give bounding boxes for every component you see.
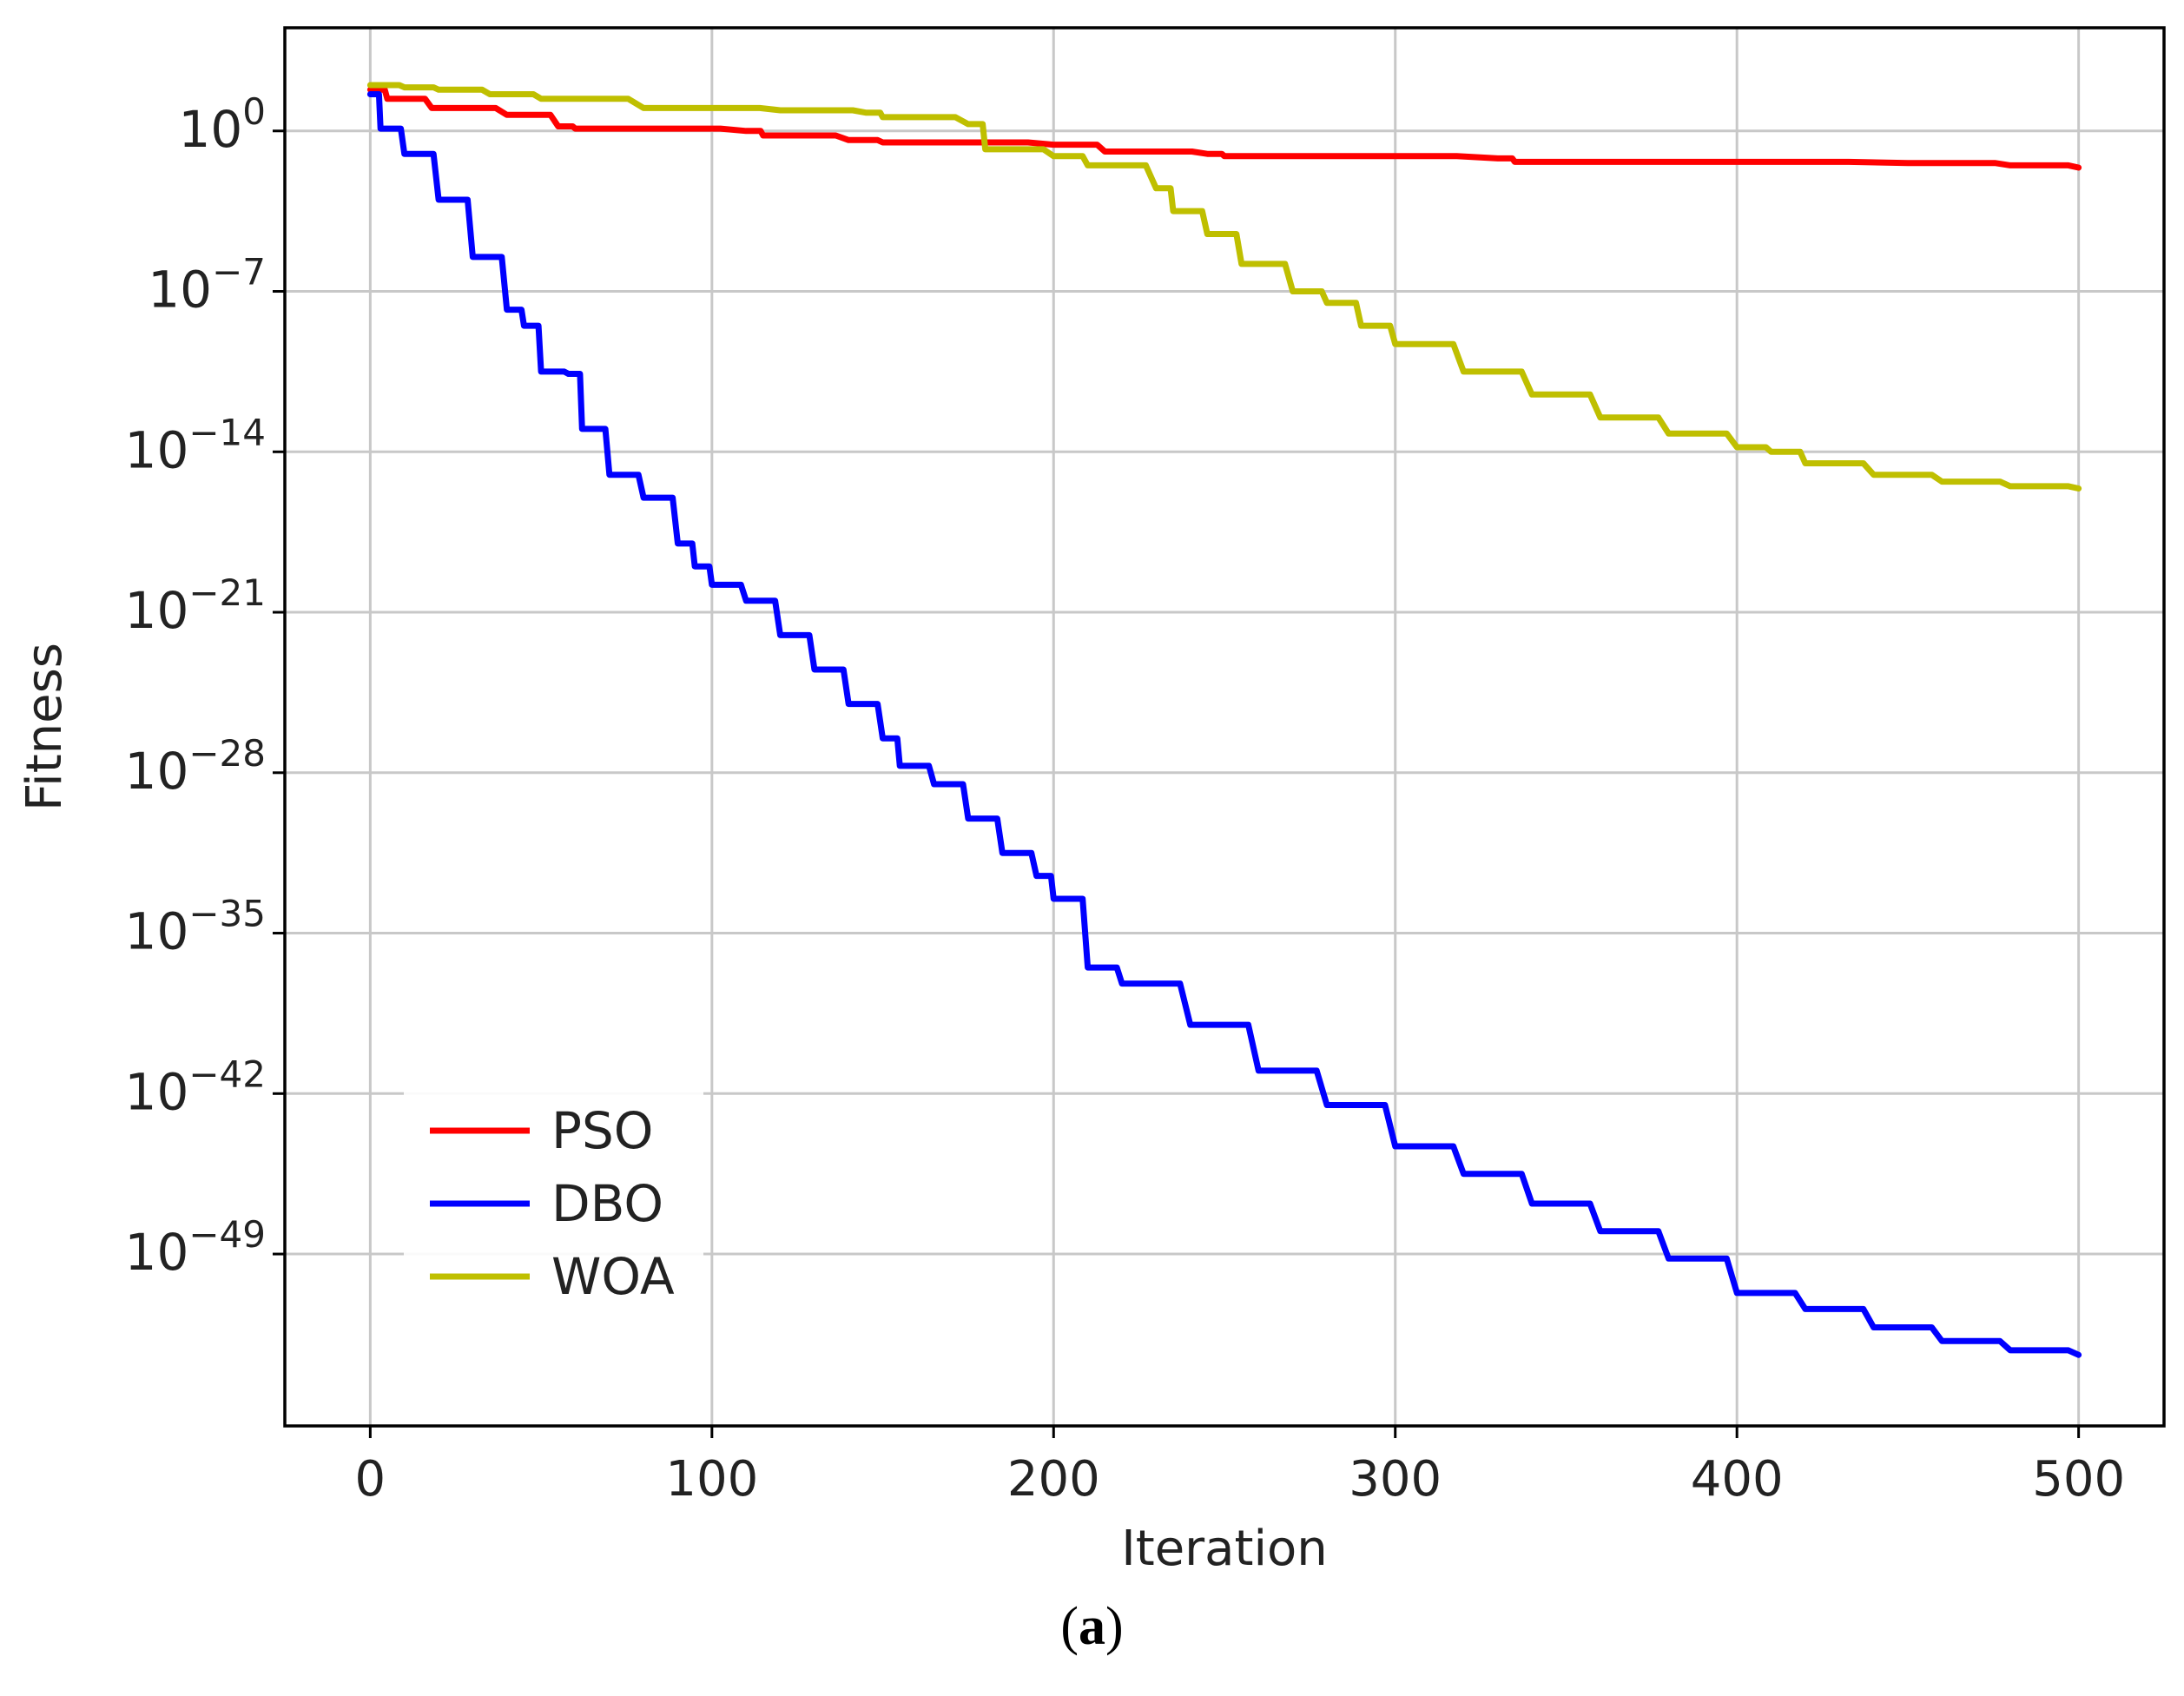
y-tick-label: 10−35 [125, 893, 266, 961]
caption-letter: a [1079, 1597, 1105, 1656]
legend-label-pso: PSO [551, 1101, 653, 1160]
series-line-pso [366, 86, 2082, 171]
x-axis-ticks: 0 100 200 300 400 500 [355, 1426, 2125, 1508]
panel-caption: (a) [0, 1596, 2184, 1658]
x-tick-label: 500 [2032, 1451, 2125, 1508]
x-tick-label: 0 [355, 1451, 386, 1508]
x-tick-label: 400 [1691, 1451, 1784, 1508]
y-tick-label: 100 [178, 90, 266, 159]
y-tick-label: 10−28 [125, 732, 266, 801]
legend-label-woa: WOA [551, 1247, 675, 1306]
x-axis-label: Iteration [1121, 1521, 1328, 1577]
y-axis-label: Fitness [16, 643, 73, 811]
legend: PSO DBO WOA [404, 1089, 703, 1325]
legend-label-dbo: DBO [551, 1174, 663, 1233]
y-axis-ticks: 100 10−7 10−14 10−21 10−28 10−35 10−42 10−49 [125, 90, 285, 1282]
y-tick-label: 10−7 [148, 251, 266, 320]
caption-open-paren: ( [1060, 1597, 1079, 1656]
grid-lines [285, 28, 2164, 1426]
y-tick-label: 10−42 [125, 1053, 266, 1121]
y-tick-label: 10−21 [125, 571, 266, 640]
x-tick-label: 200 [1007, 1451, 1100, 1508]
x-tick-label: 300 [1349, 1451, 1442, 1508]
plot-frame [283, 26, 2166, 1428]
x-tick-label: 100 [665, 1451, 758, 1508]
series-lines [366, 82, 2082, 1358]
series-line-dbo [366, 91, 2082, 1358]
series-line-woa [366, 82, 2082, 492]
caption-close-paren: ) [1105, 1597, 1124, 1656]
y-tick-label: 10−49 [125, 1213, 266, 1282]
y-tick-label: 10−14 [125, 411, 266, 479]
